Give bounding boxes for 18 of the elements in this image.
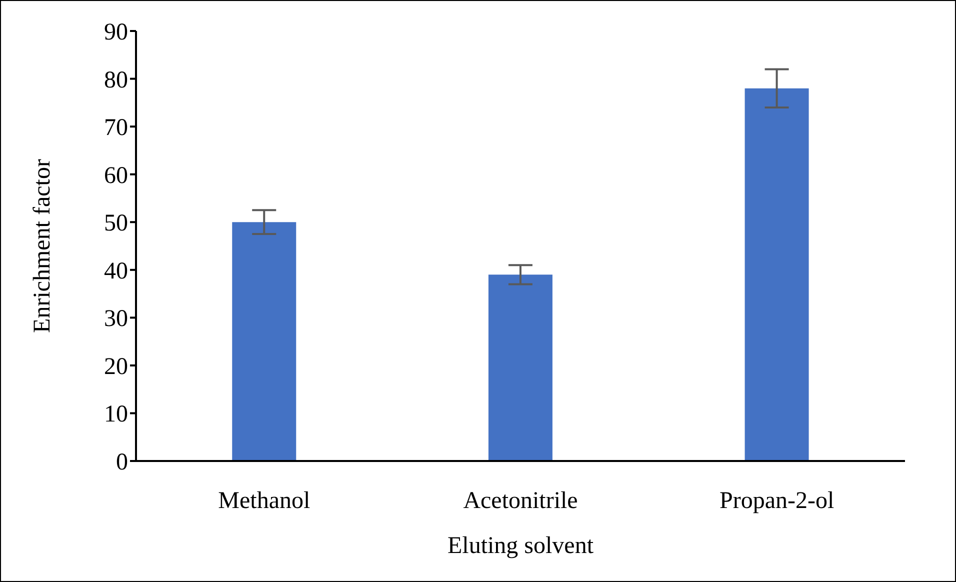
y-tick-label: 0: [116, 450, 128, 476]
y-tick-label: 60: [104, 162, 128, 189]
x-tick-label: Methanol: [218, 488, 310, 514]
bar: [232, 222, 296, 461]
y-tick-label: 10: [104, 402, 128, 428]
y-axis-title: Enrichment factor: [30, 159, 56, 333]
y-tick-label: 70: [104, 115, 128, 142]
y-tick-label: 80: [104, 67, 128, 94]
x-axis-title: Eluting solvent: [448, 533, 594, 559]
y-tick-label: 40: [104, 258, 128, 284]
x-tick-label: Acetonitrile: [463, 488, 578, 514]
bar: [488, 274, 552, 461]
y-tick-label: 20: [104, 354, 128, 380]
y-tick-label: 30: [104, 306, 128, 332]
x-tick-label: Propan-2-ol: [720, 488, 834, 514]
y-tick-label: 90: [104, 20, 128, 46]
y-tick-label: 50: [104, 210, 128, 237]
bar: [744, 88, 809, 461]
